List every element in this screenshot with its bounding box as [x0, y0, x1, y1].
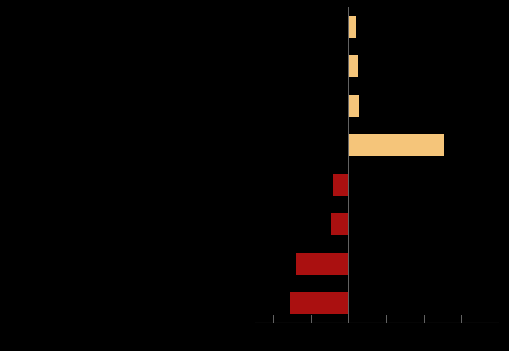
- Bar: [349, 134, 444, 156]
- Bar: [349, 16, 356, 38]
- Bar: [349, 95, 359, 117]
- Bar: [296, 253, 349, 274]
- Bar: [290, 292, 349, 314]
- Bar: [331, 213, 349, 235]
- Bar: [349, 55, 358, 77]
- Bar: [333, 174, 349, 196]
